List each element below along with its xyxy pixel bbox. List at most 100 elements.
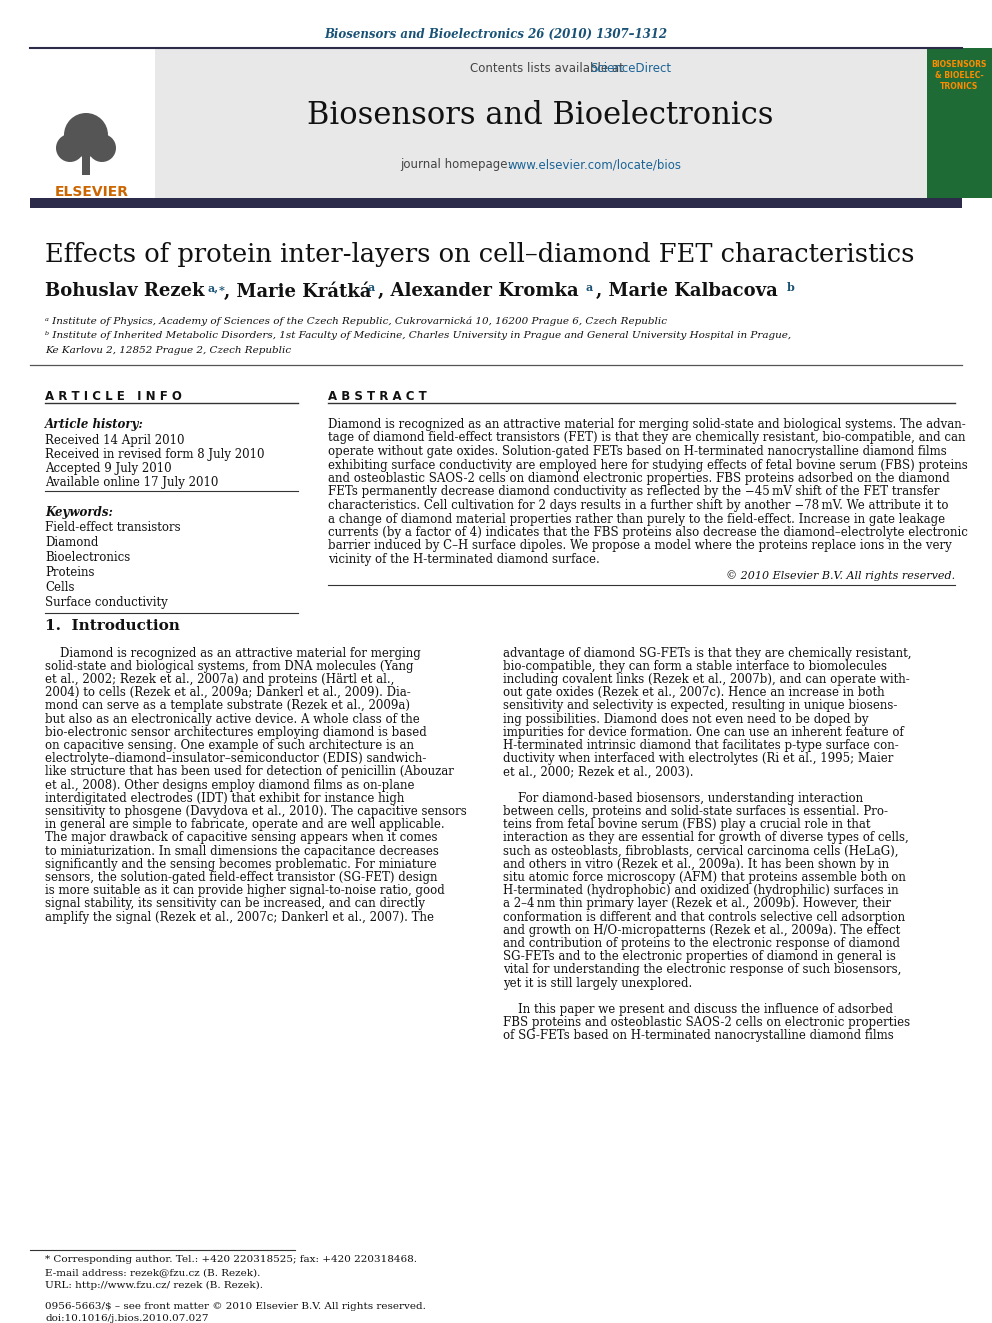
Text: operate without gate oxides. Solution-gated FETs based on H-terminated nanocryst: operate without gate oxides. Solution-ga… <box>328 445 946 458</box>
Bar <box>82 146 90 175</box>
FancyBboxPatch shape <box>927 48 992 198</box>
Text: Available online 17 July 2010: Available online 17 July 2010 <box>45 476 218 490</box>
Text: Received in revised form 8 July 2010: Received in revised form 8 July 2010 <box>45 448 265 460</box>
Text: et al., 2000; Rezek et al., 2003).: et al., 2000; Rezek et al., 2003). <box>503 765 693 778</box>
Text: Article history:: Article history: <box>45 418 144 431</box>
Text: and growth on H/O-micropatterns (Rezek et al., 2009a). The effect: and growth on H/O-micropatterns (Rezek e… <box>503 923 901 937</box>
Text: Keywords:: Keywords: <box>45 505 113 519</box>
Text: ScienceDirect: ScienceDirect <box>590 62 672 75</box>
Text: and osteoblastic SAOS-2 cells on diamond electronic properties. FBS proteins ads: and osteoblastic SAOS-2 cells on diamond… <box>328 472 949 486</box>
Text: © 2010 Elsevier B.V. All rights reserved.: © 2010 Elsevier B.V. All rights reserved… <box>726 570 955 581</box>
Text: A R T I C L E   I N F O: A R T I C L E I N F O <box>45 390 182 404</box>
Text: like structure that has been used for detection of penicillin (Abouzar: like structure that has been used for de… <box>45 765 454 778</box>
Text: FBS proteins and osteoblastic SAOS-2 cells on electronic properties: FBS proteins and osteoblastic SAOS-2 cel… <box>503 1016 910 1029</box>
Text: , Alexander Kromka: , Alexander Kromka <box>378 282 578 300</box>
Text: is more suitable as it can provide higher signal-to-noise ratio, good: is more suitable as it can provide highe… <box>45 884 444 897</box>
Text: and contribution of proteins to the electronic response of diamond: and contribution of proteins to the elec… <box>503 937 900 950</box>
Text: but also as an electronically active device. A whole class of the: but also as an electronically active dev… <box>45 713 420 725</box>
FancyBboxPatch shape <box>30 48 155 198</box>
Text: barrier induced by C–H surface dipoles. We propose a model where the proteins re: barrier induced by C–H surface dipoles. … <box>328 540 951 553</box>
Text: situ atomic force microscopy (AFM) that proteins assemble both on: situ atomic force microscopy (AFM) that … <box>503 871 906 884</box>
Text: exhibiting surface conductivity are employed here for studying effects of fetal : exhibiting surface conductivity are empl… <box>328 459 968 471</box>
Text: a 2–4 nm thin primary layer (Rezek et al., 2009b). However, their: a 2–4 nm thin primary layer (Rezek et al… <box>503 897 891 910</box>
Text: amplify the signal (Rezek et al., 2007c; Dankerl et al., 2007). The: amplify the signal (Rezek et al., 2007c;… <box>45 910 434 923</box>
Text: sensors, the solution-gated field-effect transistor (SG-FET) design: sensors, the solution-gated field-effect… <box>45 871 437 884</box>
Text: et al., 2008). Other designs employ diamond films as on-plane: et al., 2008). Other designs employ diam… <box>45 778 415 791</box>
Text: Diamond is recognized as an attractive material for merging solid-state and biol: Diamond is recognized as an attractive m… <box>328 418 966 431</box>
Text: characteristics. Cell cultivation for 2 days results in a further shift by anoth: characteristics. Cell cultivation for 2 … <box>328 499 948 512</box>
Text: 0956-5663/$ – see front matter © 2010 Elsevier B.V. All rights reserved.: 0956-5663/$ – see front matter © 2010 El… <box>45 1302 426 1311</box>
Text: ᵃ Institute of Physics, Academy of Sciences of the Czech Republic, Cukrovarnická: ᵃ Institute of Physics, Academy of Scien… <box>45 316 667 325</box>
Text: currents (by a factor of 4) indicates that the FBS proteins also decrease the di: currents (by a factor of 4) indicates th… <box>328 527 968 538</box>
Text: 2004) to cells (Rezek et al., 2009a; Dankerl et al., 2009). Dia-: 2004) to cells (Rezek et al., 2009a; Dan… <box>45 687 411 699</box>
Text: Received 14 April 2010: Received 14 April 2010 <box>45 434 185 447</box>
Text: E-mail address: rezek@fzu.cz (B. Rezek).: E-mail address: rezek@fzu.cz (B. Rezek). <box>45 1267 260 1277</box>
Text: Proteins: Proteins <box>45 566 94 579</box>
Text: A B S T R A C T: A B S T R A C T <box>328 390 427 404</box>
Text: For diamond-based biosensors, understanding interaction: For diamond-based biosensors, understand… <box>503 791 863 804</box>
Text: , Marie Kalbacova: , Marie Kalbacova <box>596 282 778 300</box>
Text: Biosensors and Bioelectronics: Biosensors and Bioelectronics <box>307 101 773 131</box>
Text: to miniaturization. In small dimensions the capacitance decreases: to miniaturization. In small dimensions … <box>45 844 438 857</box>
Text: advantage of diamond SG-FETs is that they are chemically resistant,: advantage of diamond SG-FETs is that the… <box>503 647 912 659</box>
Circle shape <box>88 134 116 161</box>
Text: ing possibilities. Diamond does not even need to be doped by: ing possibilities. Diamond does not even… <box>503 713 869 725</box>
Text: * Corresponding author. Tel.: +420 220318525; fax: +420 220318468.: * Corresponding author. Tel.: +420 22031… <box>45 1256 417 1263</box>
Text: b: b <box>787 282 795 292</box>
Text: yet it is still largely unexplored.: yet it is still largely unexplored. <box>503 976 692 990</box>
Text: Diamond: Diamond <box>45 536 98 549</box>
Text: Effects of protein inter-layers on cell–diamond FET characteristics: Effects of protein inter-layers on cell–… <box>45 242 915 267</box>
Text: tage of diamond field-effect transistors (FET) is that they are chemically resis: tage of diamond field-effect transistors… <box>328 431 965 445</box>
Text: out gate oxides (Rezek et al., 2007c). Hence an increase in both: out gate oxides (Rezek et al., 2007c). H… <box>503 687 885 699</box>
Text: , Marie Krátká: , Marie Krátká <box>224 282 371 300</box>
Text: BIOSENSORS
& BIOELEC-
TRONICS: BIOSENSORS & BIOELEC- TRONICS <box>931 60 987 91</box>
Text: URL: http://www.fzu.cz/ rezek (B. Rezek).: URL: http://www.fzu.cz/ rezek (B. Rezek)… <box>45 1281 263 1290</box>
Text: a change of diamond material properties rather than purely to the field-effect. : a change of diamond material properties … <box>328 512 945 525</box>
Text: H-terminated (hydrophobic) and oxidized (hydrophilic) surfaces in: H-terminated (hydrophobic) and oxidized … <box>503 884 899 897</box>
Text: Accepted 9 July 2010: Accepted 9 July 2010 <box>45 462 172 475</box>
Text: of SG-FETs based on H-terminated nanocrystalline diamond films: of SG-FETs based on H-terminated nanocry… <box>503 1029 894 1043</box>
Text: such as osteoblasts, fibroblasts, cervical carcinoma cells (HeLaG),: such as osteoblasts, fibroblasts, cervic… <box>503 844 899 857</box>
Text: mond can serve as a template substrate (Rezek et al., 2009a): mond can serve as a template substrate (… <box>45 700 410 712</box>
Text: Ke Karlovu 2, 12852 Prague 2, Czech Republic: Ke Karlovu 2, 12852 Prague 2, Czech Repu… <box>45 347 291 355</box>
Text: a,∗: a,∗ <box>207 282 226 292</box>
Text: interdigitated electrodes (IDT) that exhibit for instance high: interdigitated electrodes (IDT) that exh… <box>45 791 405 804</box>
Text: FETs permanently decrease diamond conductivity as reflected by the −45 mV shift : FETs permanently decrease diamond conduc… <box>328 486 939 499</box>
Text: bio-electronic sensor architectures employing diamond is based: bio-electronic sensor architectures empl… <box>45 726 427 738</box>
Text: Biosensors and Bioelectronics 26 (2010) 1307–1312: Biosensors and Bioelectronics 26 (2010) … <box>324 28 668 41</box>
Text: teins from fetal bovine serum (FBS) play a crucial role in that: teins from fetal bovine serum (FBS) play… <box>503 818 871 831</box>
Text: Contents lists available at: Contents lists available at <box>470 62 628 75</box>
Text: significantly and the sensing becomes problematic. For miniature: significantly and the sensing becomes pr… <box>45 857 436 871</box>
Text: The major drawback of capacitive sensing appears when it comes: The major drawback of capacitive sensing… <box>45 831 437 844</box>
Text: In this paper we present and discuss the influence of adsorbed: In this paper we present and discuss the… <box>503 1003 893 1016</box>
FancyBboxPatch shape <box>30 198 962 208</box>
Text: ductivity when interfaced with electrolytes (Ri et al., 1995; Maier: ductivity when interfaced with electroly… <box>503 751 894 765</box>
Text: between cells, proteins and solid-state surfaces is essential. Pro-: between cells, proteins and solid-state … <box>503 804 888 818</box>
Text: Diamond is recognized as an attractive material for merging: Diamond is recognized as an attractive m… <box>45 647 421 659</box>
Circle shape <box>56 134 84 161</box>
Text: and others in vitro (Rezek et al., 2009a). It has been shown by in: and others in vitro (Rezek et al., 2009a… <box>503 857 889 871</box>
Text: a: a <box>586 282 593 292</box>
Text: et al., 2002; Rezek et al., 2007a) and proteins (Härtl et al.,: et al., 2002; Rezek et al., 2007a) and p… <box>45 673 395 685</box>
Text: impurities for device formation. One can use an inherent feature of: impurities for device formation. One can… <box>503 726 904 738</box>
Text: 1.  Introduction: 1. Introduction <box>45 618 180 632</box>
Text: ᵇ Institute of Inherited Metabolic Disorders, 1st Faculty of Medicine, Charles U: ᵇ Institute of Inherited Metabolic Disor… <box>45 331 792 340</box>
Text: interaction as they are essential for growth of diverse types of cells,: interaction as they are essential for gr… <box>503 831 909 844</box>
Text: ELSEVIER: ELSEVIER <box>55 185 129 198</box>
Text: Surface conductivity: Surface conductivity <box>45 595 168 609</box>
Text: Cells: Cells <box>45 581 74 594</box>
Text: Field-effect transistors: Field-effect transistors <box>45 521 181 534</box>
Text: on capacitive sensing. One example of such architecture is an: on capacitive sensing. One example of su… <box>45 740 414 751</box>
Text: journal homepage:: journal homepage: <box>400 157 515 171</box>
Text: conformation is different and that controls selective cell adsorption: conformation is different and that contr… <box>503 910 905 923</box>
Text: www.elsevier.com/locate/bios: www.elsevier.com/locate/bios <box>508 157 682 171</box>
Text: sensitivity and selectivity is expected, resulting in unique biosens-: sensitivity and selectivity is expected,… <box>503 700 898 712</box>
Text: in general are simple to fabricate, operate and are well applicable.: in general are simple to fabricate, oper… <box>45 818 444 831</box>
Text: bio-compatible, they can form a stable interface to biomolecules: bio-compatible, they can form a stable i… <box>503 660 887 672</box>
Text: electrolyte–diamond–insulator–semiconductor (EDIS) sandwich-: electrolyte–diamond–insulator–semiconduc… <box>45 751 427 765</box>
Circle shape <box>64 112 108 157</box>
Text: including covalent links (Rezek et al., 2007b), and can operate with-: including covalent links (Rezek et al., … <box>503 673 910 685</box>
Text: Bioelectronics: Bioelectronics <box>45 550 130 564</box>
Text: a: a <box>368 282 375 292</box>
Text: sensitivity to phosgene (Davydova et al., 2010). The capacitive sensors: sensitivity to phosgene (Davydova et al.… <box>45 804 467 818</box>
